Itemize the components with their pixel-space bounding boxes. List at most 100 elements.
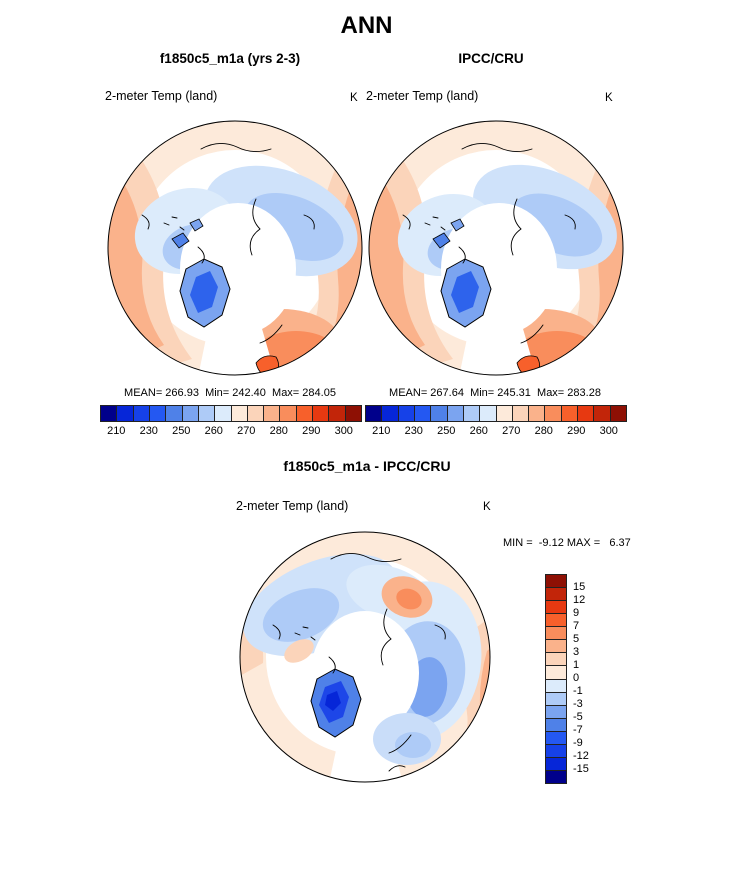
colorbar-tick-label: -1 <box>573 685 583 697</box>
colorbar-segment <box>546 575 566 588</box>
colorbar-segment <box>546 587 566 601</box>
colorbar-tick-label: 250 <box>172 425 191 437</box>
colorbar-segment <box>263 406 280 421</box>
colorbar-tick-label: 230 <box>139 425 158 437</box>
colorbar-segment <box>546 717 566 731</box>
colorbar-segment <box>279 406 296 421</box>
diff-field-label: 2-meter Temp (land) <box>236 499 349 513</box>
colorbar-segment <box>312 406 329 421</box>
obs-colorbar-ticks: 210 230 250 260 270 280 290 300 <box>365 425 625 438</box>
colorbar-tick-label: 270 <box>502 425 521 437</box>
colorbar-tick-label: 15 <box>573 581 586 593</box>
model-colorbar-ticks: 210 230 250 260 270 280 290 300 <box>100 425 360 438</box>
colorbar-segment <box>197 406 215 421</box>
colorbar-segment <box>546 704 566 718</box>
obs-panel-title: IPCC/CRU <box>458 51 524 66</box>
colorbar-segment <box>609 406 626 421</box>
colorbar-segment <box>181 406 198 421</box>
model-polar-map <box>107 120 363 376</box>
colorbar-tick-label: 250 <box>437 425 456 437</box>
diff-colorbar-ticks: 15 12 9 7 5 3 1 0 -1 -3 -5 -7 -9 -12 -15 <box>573 574 603 782</box>
colorbar-segment <box>397 406 414 421</box>
colorbar-tick-label: 300 <box>334 425 353 437</box>
colorbar-segment <box>546 613 566 627</box>
colorbar-segment <box>430 406 447 421</box>
page-title: ANN <box>340 12 393 39</box>
obs-stats-line: MEAN= 267.64 Min= 245.31 Max= 283.28 <box>389 387 601 399</box>
colorbar-tick-label: -12 <box>573 750 589 762</box>
colorbar-segment <box>413 406 431 421</box>
colorbar-segment <box>546 626 566 640</box>
colorbar-segment <box>446 406 463 421</box>
colorbar-segment <box>546 730 566 744</box>
colorbar-segment <box>546 639 566 653</box>
colorbar-segment <box>593 406 610 421</box>
colorbar-segment <box>479 406 496 421</box>
colorbar-tick-label: 7 <box>573 620 580 632</box>
colorbar-segment <box>462 406 480 421</box>
model-field-label: 2-meter Temp (land) <box>105 89 218 103</box>
colorbar-segment <box>116 406 133 421</box>
colorbar-tick-label: 210 <box>107 425 126 437</box>
colorbar-segment <box>246 406 264 421</box>
colorbar-segment <box>295 406 313 421</box>
colorbar-tick-label: 1 <box>573 659 580 671</box>
colorbar-tick-label: 3 <box>573 646 580 658</box>
colorbar-segment <box>230 406 247 421</box>
colorbar-tick-label: -5 <box>573 711 583 723</box>
colorbar-segment <box>560 406 578 421</box>
colorbar-segment <box>544 406 561 421</box>
colorbar-segment <box>546 691 566 705</box>
colorbar-segment <box>546 665 566 679</box>
diff-panel-title: f1850c5_m1a - IPCC/CRU <box>283 458 451 474</box>
colorbar-segment <box>546 769 566 783</box>
colorbar-tick-label: 260 <box>204 425 223 437</box>
colorbar-tick-label: 280 <box>534 425 553 437</box>
colorbar-tick-label: 210 <box>372 425 391 437</box>
colorbar-tick-label: 260 <box>469 425 488 437</box>
colorbar-tick-label: 300 <box>599 425 618 437</box>
colorbar-tick-label: -7 <box>573 724 583 736</box>
colorbar-segment <box>511 406 529 421</box>
colorbar-tick-label: -9 <box>573 737 583 749</box>
colorbar-segment <box>132 406 149 421</box>
colorbar-segment <box>546 652 566 666</box>
model-panel-title: f1850c5_m1a (yrs 2-3) <box>159 51 301 66</box>
colorbar-tick-label: -3 <box>573 698 583 710</box>
colorbar-segment <box>528 406 545 421</box>
colorbar-tick-label: 9 <box>573 607 580 619</box>
diff-units-label: K <box>483 501 491 513</box>
colorbar-segment <box>165 406 182 421</box>
colorbar-tick-label: 290 <box>567 425 586 437</box>
colorbar-tick-label: 270 <box>237 425 256 437</box>
obs-field-label: 2-meter Temp (land) <box>366 89 479 103</box>
model-stats-line: MEAN= 266.93 Min= 242.40 Max= 284.05 <box>124 387 336 399</box>
obs-colorbar <box>365 405 627 422</box>
colorbar-segment <box>546 743 566 757</box>
colorbar-segment <box>148 406 166 421</box>
colorbar-segment <box>381 406 398 421</box>
colorbar-tick-label: 290 <box>302 425 321 437</box>
diff-polar-map <box>239 531 491 783</box>
colorbar-segment <box>546 600 566 614</box>
obs-polar-map <box>368 120 624 376</box>
model-colorbar <box>100 405 362 422</box>
colorbar-segment <box>546 678 566 692</box>
obs-units-label: K <box>605 92 613 104</box>
colorbar-segment <box>495 406 512 421</box>
colorbar-segment <box>546 756 566 770</box>
colorbar-tick-label: -15 <box>573 763 589 775</box>
colorbar-segment <box>328 406 345 421</box>
model-units-label: K <box>350 92 358 104</box>
colorbar-segment <box>214 406 231 421</box>
colorbar-segment <box>101 406 117 421</box>
colorbar-tick-label: 0 <box>573 672 580 684</box>
colorbar-tick-label: 230 <box>404 425 423 437</box>
diff-minmax-line: MIN = -9.12 MAX = 6.37 <box>503 537 631 549</box>
colorbar-tick-label: 280 <box>269 425 288 437</box>
diff-colorbar <box>545 574 567 784</box>
colorbar-tick-label: 12 <box>573 594 586 606</box>
colorbar-segment <box>344 406 361 421</box>
colorbar-segment <box>577 406 594 421</box>
